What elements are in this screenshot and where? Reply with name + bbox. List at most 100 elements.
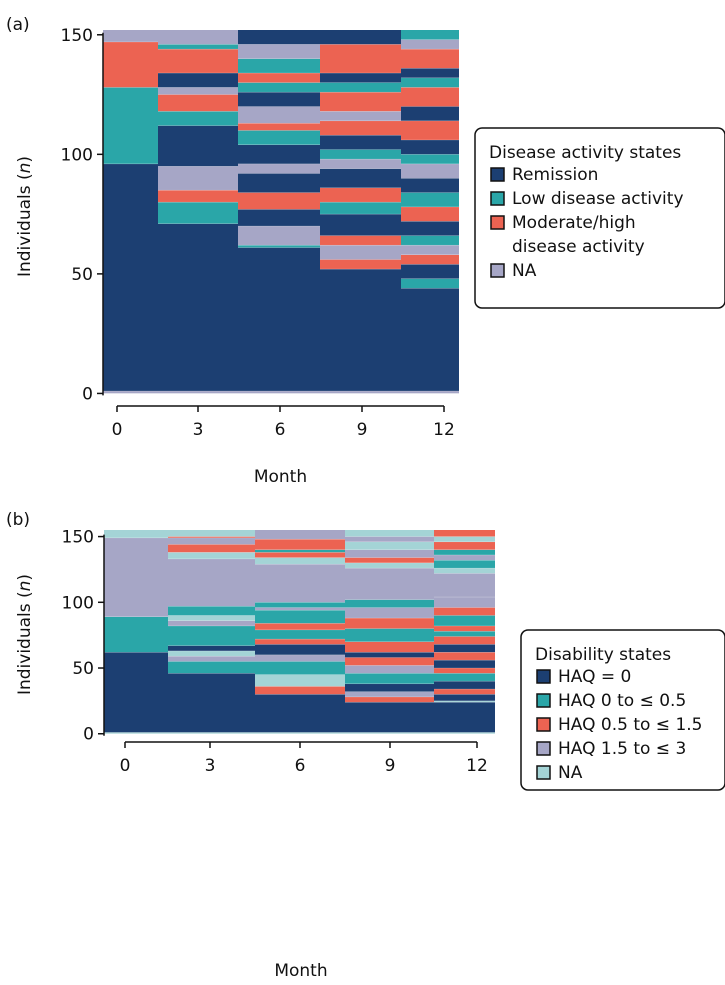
heatmap-cell-haq0to05	[104, 616, 168, 653]
heatmap-cell-low	[320, 202, 401, 215]
heatmap-cell-na	[434, 568, 495, 574]
y-tick-label: 100	[62, 593, 94, 613]
heatmap-cell-haq0	[345, 702, 434, 733]
heatmap-cell-haq0	[345, 683, 434, 692]
heatmap-cell-haq05to15	[434, 668, 495, 674]
heatmap-cell-na	[168, 732, 255, 734]
heatmap-cell-haq0to05	[345, 673, 434, 684]
heatmap-cell-low	[238, 82, 320, 93]
heatmap-cell-haq15to3	[345, 665, 434, 674]
heatmap-cell-na	[238, 163, 320, 174]
heatmap-cell-na	[103, 391, 158, 394]
heatmap-cell-remission	[320, 30, 401, 45]
heatmap-cell-haq05to15	[434, 625, 495, 632]
legend-label-na: NA	[558, 763, 583, 783]
heatmap-cell-haq0	[434, 660, 495, 669]
legend-label-low: Low disease activity	[512, 189, 684, 209]
legend-label-modhigh: Moderate/high	[512, 213, 636, 233]
heatmap-cell-low	[401, 278, 459, 289]
heatmap-cell-na	[401, 245, 459, 255]
heatmap-cell-low	[401, 77, 459, 88]
heatmap-cell-haq0to05	[434, 673, 495, 682]
heatmap-cell-remission	[401, 221, 459, 236]
heatmap-cell-low	[158, 111, 238, 126]
heatmap-cell-haq15to3	[434, 554, 495, 561]
heatmap-cell-na	[345, 562, 434, 569]
legend-swatch-haq0	[536, 669, 551, 684]
heatmap-cell-remission	[320, 168, 401, 188]
legend-label-haq15to3: HAQ 1.5 to ≤ 3	[558, 739, 686, 759]
heatmap-cell-haq15to3	[345, 549, 434, 558]
y-tick-label: 150	[61, 26, 93, 46]
heatmap-cell-remission	[401, 106, 459, 121]
heatmap-cell-haq05to15	[255, 623, 345, 630]
heatmap-cell-remission	[238, 209, 320, 227]
heatmap-cell-na	[238, 226, 320, 246]
legend-swatch-na	[536, 765, 551, 780]
legend-label-haq0: HAQ = 0	[558, 667, 631, 687]
heatmap-cell-low	[158, 44, 238, 50]
panel-b-x-axis-label: Month	[274, 961, 327, 981]
heatmap-cell-remission	[401, 139, 459, 155]
heatmap-cell-na	[238, 44, 320, 59]
heatmap-cell-na	[434, 732, 495, 734]
panel-a-label: (a)	[6, 15, 30, 35]
y-tick-label: 0	[83, 725, 94, 745]
heatmap-cell-haq0to05	[168, 661, 255, 674]
heatmap-cell-haq05to15	[434, 652, 495, 661]
heatmap-cell-haq15to3	[168, 558, 255, 607]
heatmap-cell-low	[401, 192, 459, 207]
heatmap-cell-haq15to3	[345, 536, 434, 542]
heatmap-cell-na	[345, 541, 434, 550]
heatmap-cell-modhigh	[320, 92, 401, 112]
heatmap-cell-modhigh	[401, 120, 459, 140]
heatmap-cell-haq0to05	[434, 560, 495, 569]
heatmap-cell-na	[320, 111, 401, 121]
heatmap-cell-haq0to05	[255, 629, 345, 640]
x-tick-label: 0	[120, 756, 131, 776]
heatmap-cell-na	[168, 650, 255, 657]
heatmap-cell-haq0	[255, 694, 345, 733]
heatmap-cell-haq0	[168, 645, 255, 651]
heatmap-cell-modhigh	[158, 49, 238, 74]
heatmap-cell-remission	[320, 135, 401, 150]
y-tick-label: 50	[72, 659, 94, 679]
heatmap-cell-na	[255, 674, 345, 687]
legend-swatch-haq05to15	[536, 717, 551, 732]
heatmap-cell-haq05to15	[345, 657, 434, 666]
x-tick-label: 9	[357, 420, 368, 440]
heatmap-cell-haq05to15	[434, 636, 495, 645]
panel-a-y-axis-label: Individuals (n)	[15, 156, 35, 277]
heatmap-cell-haq0to05	[255, 549, 345, 553]
legend-box	[520, 629, 725, 791]
heatmap-cell-modhigh	[320, 187, 401, 203]
heatmap-cell-na	[238, 391, 320, 394]
panel-a-axes: 0 50 100 150 0 3 6 9 12	[61, 26, 455, 440]
heatmap-cell-haq0to05	[255, 661, 345, 675]
x-tick-label: 0	[112, 420, 123, 440]
heatmap-cell-modhigh	[320, 259, 401, 270]
panel-a-x-axis-label: Month	[254, 467, 307, 487]
x-tick-label: 9	[385, 756, 396, 776]
x-tick-label: 6	[295, 756, 306, 776]
x-tick-label: 6	[275, 420, 286, 440]
heatmap-cell-haq05to15	[255, 552, 345, 558]
heatmap-cell-na	[104, 530, 168, 538]
heatmap-cell-low	[320, 149, 401, 160]
x-tick-label: 3	[193, 420, 204, 440]
heatmap-cell-haq15to3	[168, 656, 255, 662]
x-tick-label: 3	[205, 756, 216, 776]
heatmap-cell-haq0to05	[168, 606, 255, 616]
heatmap-cell-na	[345, 732, 434, 734]
heatmap-cell-remission	[158, 73, 238, 88]
heatmap-cell-haq05to15	[255, 686, 345, 695]
heatmap-cell-modhigh	[401, 206, 459, 222]
heatmap-cell-remission	[401, 68, 459, 78]
y-tick-label: 50	[71, 265, 93, 285]
panel-a-plot	[103, 30, 459, 394]
heatmap-cell-modhigh	[401, 254, 459, 265]
heatmap-cell-haq05to15	[255, 539, 345, 550]
legend-title: Disability states	[535, 645, 671, 665]
